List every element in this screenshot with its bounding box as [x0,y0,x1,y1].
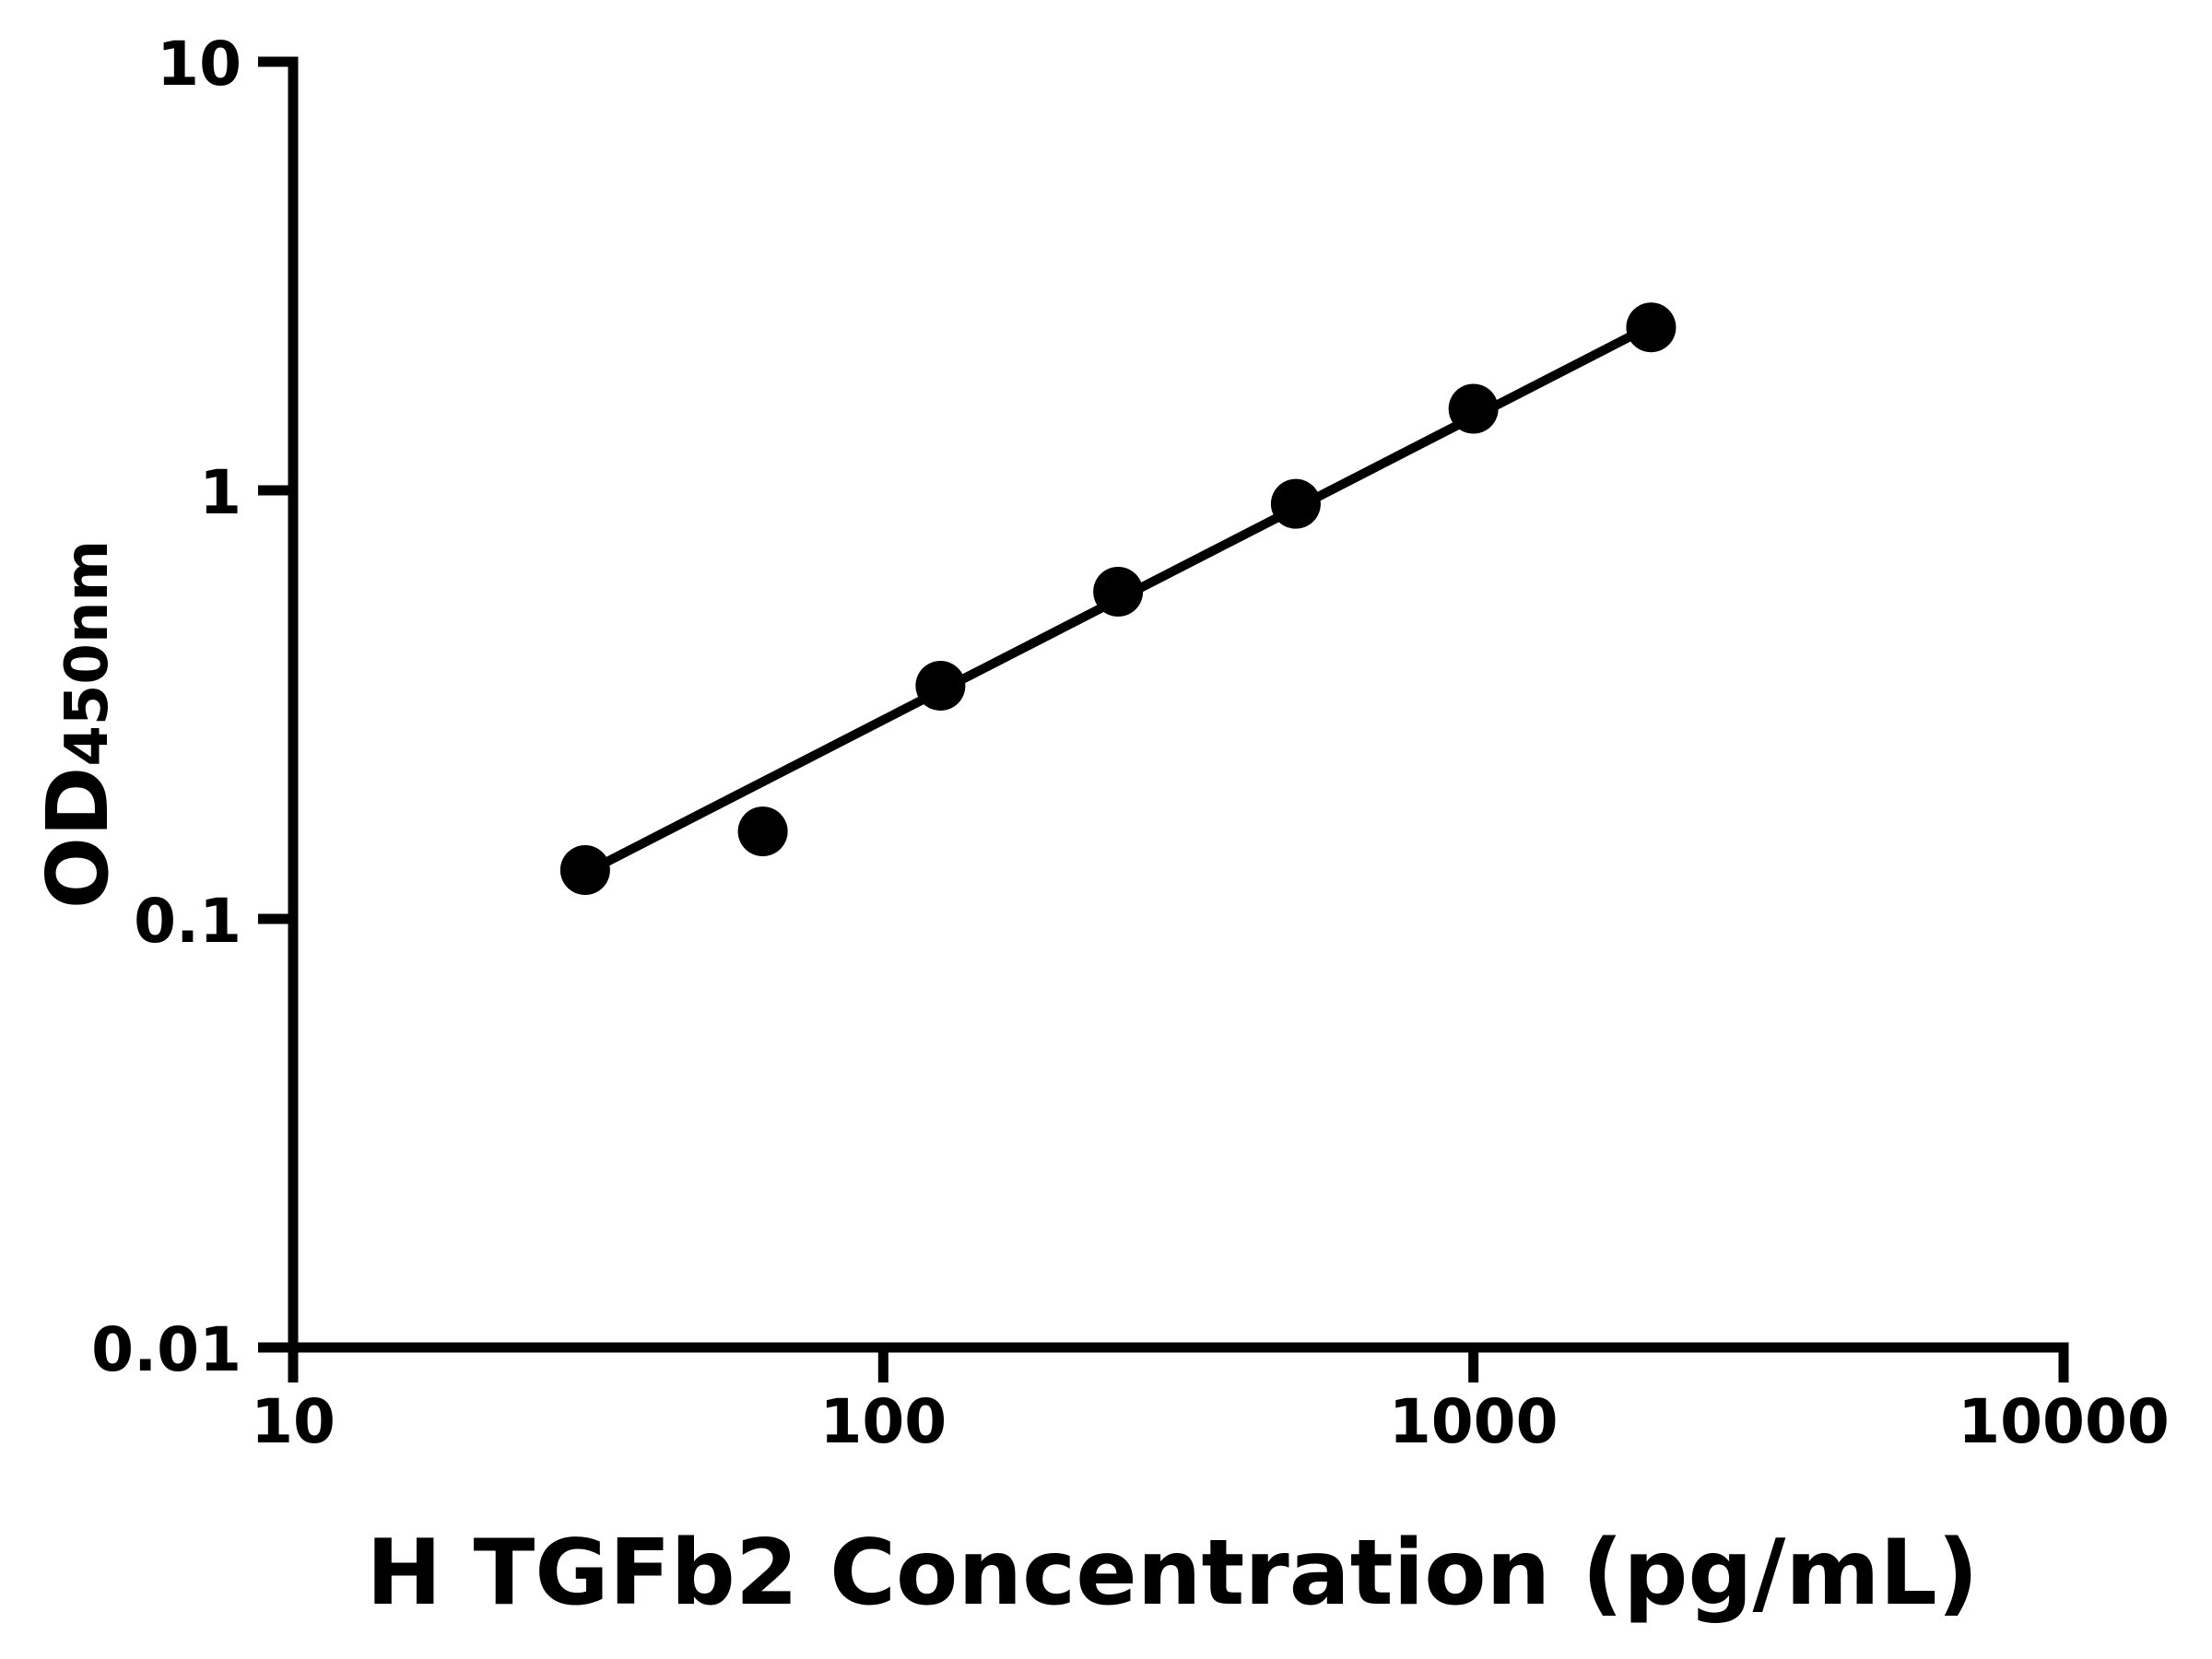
y-axis-title-main: OD [29,767,127,910]
data-point [915,661,966,712]
y-tick-label: 0.1 [134,886,241,957]
x-axis-title: H TGFb2 Concentration (pg/mL) [366,1521,1978,1626]
y-tick-label: 1 [199,457,241,528]
data-point [1626,302,1677,353]
x-tick-label: 10000 [1958,1386,2170,1457]
x-tick-label: 1000 [1389,1386,1559,1457]
y-axis-title-subscript: 450nm [53,540,122,767]
y-tick-label: 0.01 [91,1314,241,1385]
data-point [559,845,610,896]
data-point [1448,383,1499,434]
data-point [1093,567,1144,618]
y-tick-label: 10 [157,29,241,100]
data-point [1270,478,1321,529]
x-tick-label: 100 [819,1386,947,1457]
data-series [559,302,1677,896]
y-axis-title: OD450nm [29,540,127,909]
data-point [737,806,788,857]
x-tick-label: 10 [251,1386,335,1457]
